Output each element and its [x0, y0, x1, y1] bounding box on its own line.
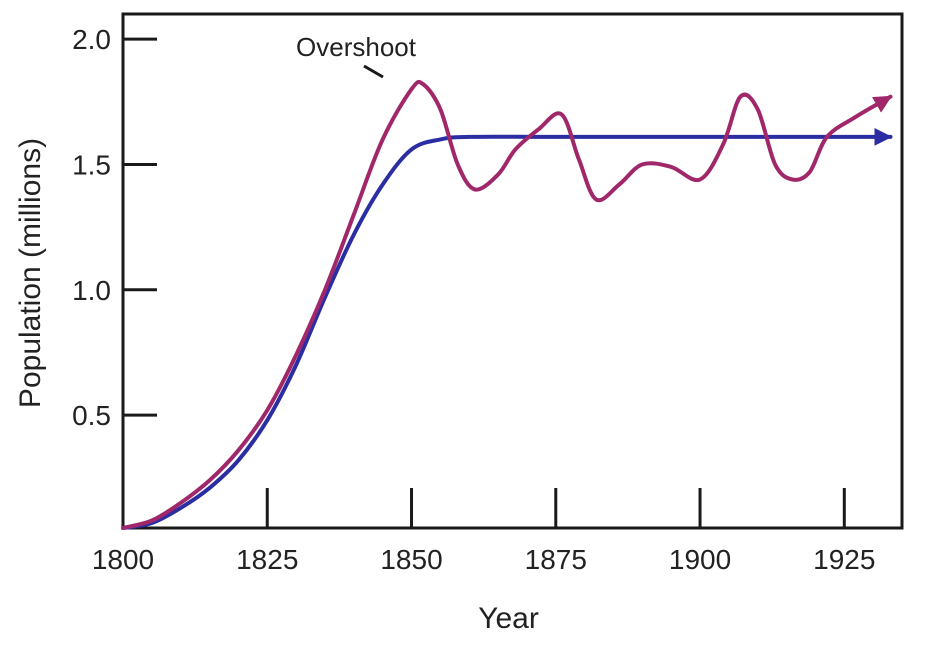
- x-tick-label: 1925: [813, 544, 875, 575]
- y-tick-label: 1.5: [72, 149, 111, 180]
- x-tick-label: 1850: [380, 544, 442, 575]
- y-tick-label: 1.0: [72, 275, 111, 306]
- overshoot-population-line: [121, 79, 893, 530]
- x-tick-label: 1800: [92, 544, 154, 575]
- overshoot-annotation-label: Overshoot: [296, 32, 417, 62]
- x-axis-ticks: 1800 1825 1850 1875 1900 1925: [92, 488, 875, 575]
- x-tick-label: 1900: [669, 544, 731, 575]
- annotation-layer: Overshoot: [296, 32, 417, 79]
- x-tick-label: 1875: [525, 544, 587, 575]
- plot-border: [121, 12, 904, 530]
- y-axis-ticks: 0.5 1.0 1.5 2.0: [72, 24, 157, 431]
- stable-population-line: [121, 127, 893, 530]
- y-tick-label: 2.0: [72, 24, 111, 55]
- x-tick-label: 1825: [236, 544, 298, 575]
- annotation-leader-line: [363, 64, 384, 79]
- series-layer: [121, 79, 893, 530]
- y-tick-label: 0.5: [72, 400, 111, 431]
- plot-frame: [121, 12, 904, 530]
- y-axis-title: Population (millions): [14, 138, 47, 408]
- x-axis-title: Year: [478, 602, 539, 635]
